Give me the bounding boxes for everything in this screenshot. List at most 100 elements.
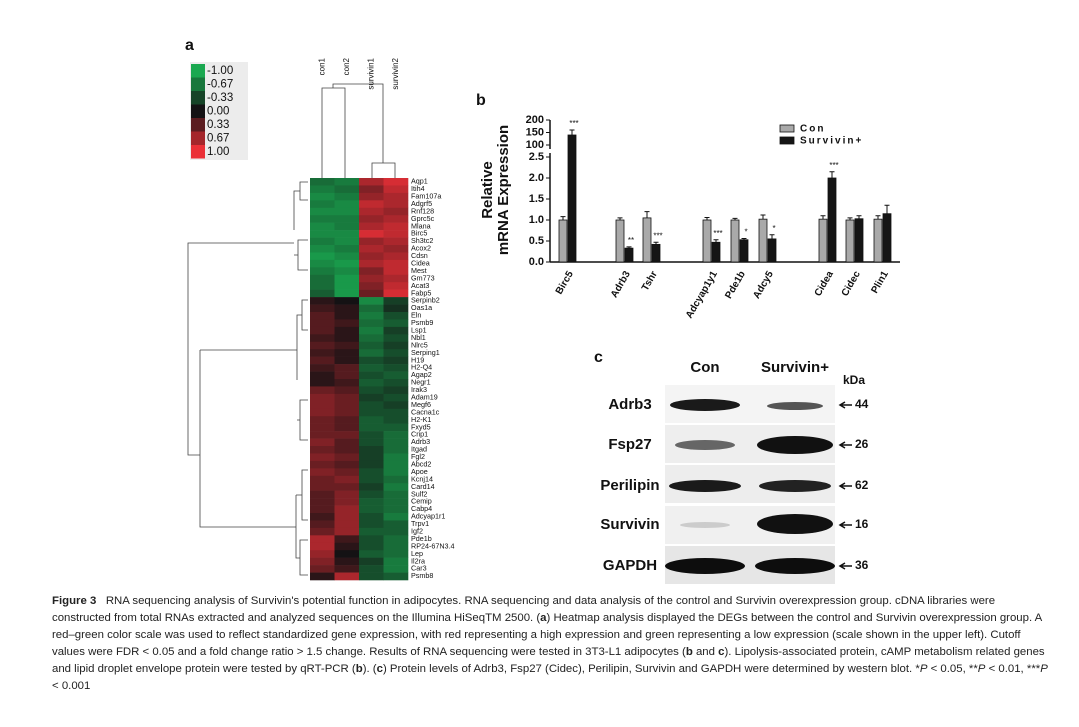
heatmap-cell (334, 423, 360, 432)
heatmap-cell (359, 535, 384, 544)
heatmap-cell (334, 364, 360, 372)
heatmap-cell (334, 550, 360, 558)
gene-label: Nbl1 (411, 333, 426, 342)
heatmap-cell (383, 245, 409, 253)
x-tick-label: Adcyap1y1 (684, 269, 720, 321)
heatmap-cell (334, 468, 360, 477)
legend-label: Con (800, 124, 825, 135)
y-tick-label: 0.0 (529, 256, 544, 268)
gene-label: Birc5 (411, 229, 427, 238)
heatmap-cell (383, 468, 409, 477)
heatmap-cell (359, 408, 384, 417)
error-bar (847, 217, 853, 220)
caption-segment: c (718, 646, 725, 658)
heatmap-cell (383, 572, 409, 581)
heatmap-cell (310, 535, 335, 544)
heatmap-cell (334, 483, 360, 491)
heatmap-cell (383, 431, 409, 439)
heatmap-cell (359, 215, 384, 223)
heatmap-cell (310, 520, 335, 529)
heatmap-cell (383, 438, 409, 447)
heatmap-cell (383, 222, 409, 231)
error-bar (760, 214, 766, 220)
heatmap-cell (359, 393, 384, 402)
heatmap-cell (310, 379, 335, 387)
gene-label: Nlrc5 (411, 340, 428, 349)
caption-segment: P (919, 663, 928, 675)
heatmap-cell (383, 453, 409, 462)
colorbar-cell (191, 145, 205, 159)
caption-segment: P (1040, 663, 1048, 675)
heatmap-cell (334, 557, 360, 566)
heatmap-cell (383, 259, 409, 268)
heatmap-cell (334, 267, 360, 276)
error-bar (769, 234, 775, 239)
blot-column: Con (690, 359, 719, 376)
heatmap-cell (383, 237, 409, 246)
gene-label: Cidea (411, 259, 430, 268)
heatmap-cell (334, 237, 360, 246)
heatmap-cell (359, 222, 384, 231)
heatmap-cell (310, 416, 335, 424)
y-axis-label: Relative (479, 161, 496, 219)
heatmap-cell (359, 178, 384, 186)
colorbar-label: 0.67 (207, 133, 229, 145)
gene-label: Cemip (411, 497, 432, 506)
heatmap-cell (383, 490, 409, 499)
heatmap-cell (310, 431, 335, 439)
blot-column: Survivin+ (761, 359, 829, 376)
heatmap-cell (383, 341, 409, 350)
heatmap-cell (383, 267, 409, 276)
heatmap-cell (359, 252, 384, 261)
heatmap-cell (334, 178, 360, 186)
gene-label: Igf2 (411, 527, 423, 536)
colorbar-label: -1.00 (207, 65, 233, 77)
y-axis-label: mRNA Expression (495, 125, 512, 255)
heatmap-cell (359, 483, 384, 491)
bar (758, 218, 768, 263)
significance: *** (713, 229, 722, 238)
heatmap-cell (359, 423, 384, 432)
gene-label: Sh3tc2 (411, 236, 433, 245)
heatmap-cell (310, 192, 335, 201)
gene-label: Itgad (411, 445, 427, 454)
arrow (838, 521, 852, 529)
gene-label: Oas1a (411, 303, 432, 312)
heatmap-cell (383, 319, 409, 328)
heatmap-cell (310, 312, 335, 320)
bar (567, 134, 577, 263)
heatmap-cell (334, 527, 360, 536)
heatmap-cell (334, 341, 360, 350)
heatmap-cell (310, 178, 335, 186)
heatmap-cell (383, 460, 409, 469)
heatmap-cell (359, 245, 384, 253)
heatmap-cell (383, 364, 409, 372)
heatmap-cell (334, 200, 360, 209)
gene-label: Aqp1 (411, 177, 428, 186)
heatmap-cell (310, 304, 335, 313)
heatmap-cell (310, 527, 335, 536)
heatmap-cell (310, 393, 335, 402)
heatmap-cell (334, 490, 360, 499)
x-tick-label: Cidec (840, 269, 863, 298)
bar (854, 218, 864, 263)
kda-label: 36 (855, 558, 869, 572)
gene-label: Trpv1 (411, 519, 429, 528)
caption-segment: and (692, 646, 719, 658)
heatmap-cell (359, 267, 384, 276)
gene-label: Mlana (411, 221, 431, 230)
gene-label: Acat3 (411, 281, 429, 290)
heatmap-cell (359, 513, 384, 521)
x-tick-label: Plin1 (869, 269, 891, 296)
caption-segment: RNA sequencing analysis of Survivin's po… (52, 595, 996, 624)
caption-body: RNA sequencing analysis of Survivin's po… (52, 595, 1048, 692)
figure: a b c -1.00 -0.67-0.33 0.000.33 0.671.00 con… (185, 37, 900, 584)
heatmap-cell (359, 207, 384, 216)
heatmap-cell (334, 475, 360, 484)
y-tick-label: 0.5 (529, 235, 544, 247)
gene-label: Apoe (411, 467, 428, 476)
heatmap-cell (310, 401, 335, 410)
panel-label: b (476, 92, 486, 109)
x-tick-label: Tshr (640, 269, 660, 293)
